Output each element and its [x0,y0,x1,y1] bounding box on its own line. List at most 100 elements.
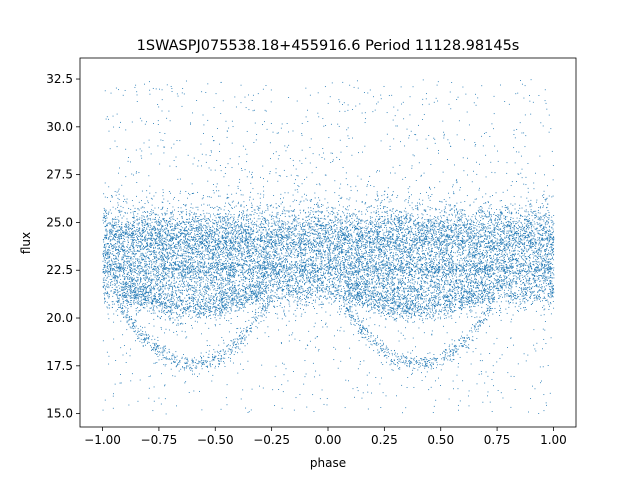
scatter-point [270,255,272,257]
scatter-point [193,269,195,271]
scatter-point [460,218,462,220]
scatter-point [462,242,464,244]
scatter-point [357,247,358,248]
scatter-point [333,229,335,231]
scatter-point [395,242,397,244]
scatter-point [376,237,378,239]
scatter-point [227,217,229,219]
scatter-point [527,227,528,229]
scatter-point [225,228,227,230]
scatter-point [472,214,474,216]
scatter-point [330,240,332,242]
scatter-point [335,258,337,260]
scatter-point [153,230,155,232]
scatter-point [270,218,272,220]
scatter-point [295,262,297,264]
scatter-point [191,253,193,255]
scatter-point [264,222,266,224]
scatter-point [258,215,260,217]
scatter-point [214,251,216,253]
scatter-point [123,260,125,262]
scatter-point [512,247,514,249]
scatter-point [291,263,293,265]
scatter-point [223,209,225,211]
scatter-point [132,247,134,249]
scatter-point [123,264,125,266]
scatter-point [369,223,371,224]
scatter-point [385,248,387,250]
scatter-point [551,237,553,239]
scatter-point [526,258,528,260]
scatter-point [478,253,480,255]
scatter-point [369,236,371,238]
scatter-point [140,235,141,236]
scatter-point [529,240,531,241]
scatter-point [142,215,144,217]
scatter-point [196,254,198,255]
scatter-point [399,251,401,253]
scatter-point [428,238,430,239]
scatter-point [250,249,252,251]
scatter-point [434,230,436,232]
scatter-point [183,282,185,284]
scatter-point [353,263,355,265]
scatter-point [378,224,380,226]
scatter-point [421,241,423,243]
scatter-point [215,249,217,251]
scatter-point [509,249,511,251]
scatter-point [358,245,360,247]
scatter-point [240,241,242,243]
scatter-point [288,210,290,212]
scatter-point [421,265,423,266]
scatter-point [389,247,391,249]
scatter-point [537,254,539,256]
scatter-point [373,249,375,251]
scatter-point [348,199,350,201]
scatter-point [489,257,491,259]
scatter-point [361,235,363,237]
scatter-point [105,220,107,221]
scatter-point [425,273,427,275]
scatter-point [185,265,186,267]
scatter-point [219,247,221,249]
scatter-point [311,249,313,251]
scatter-point [147,223,149,225]
scatter-point [416,222,418,224]
scatter-point [372,237,373,239]
scatter-point [453,232,455,234]
scatter-point [180,190,181,192]
scatter-point [480,244,482,246]
scatter-point [336,225,338,226]
scatter-point [547,221,549,223]
scatter-point [527,187,529,189]
scatter-point [373,243,375,245]
scatter-point [177,249,179,251]
scatter-point [424,238,426,240]
scatter-point [541,261,543,263]
scatter-point [208,255,210,257]
scatter-point [510,246,512,248]
scatter-point [157,220,159,222]
scatter-point [190,263,192,265]
scatter-point [272,265,274,267]
scatter-point [549,266,551,268]
scatter-point [333,225,335,227]
scatter-point [275,224,277,226]
scatter-point [184,247,186,249]
scatter-point [340,215,342,217]
scatter-point [359,239,361,241]
scatter-point [211,259,213,261]
scatter-point [481,254,483,256]
scatter-point [359,257,361,258]
scatter-point [200,225,202,227]
scatter-point [485,234,487,236]
scatter-point [358,218,360,220]
scatter-point [529,240,531,242]
scatter-point [271,211,273,213]
scatter-point [465,218,467,220]
scatter-point [201,246,203,248]
scatter-point [428,231,429,233]
scatter-point [376,222,378,224]
scatter-point [424,273,426,275]
scatter-point [309,199,311,201]
